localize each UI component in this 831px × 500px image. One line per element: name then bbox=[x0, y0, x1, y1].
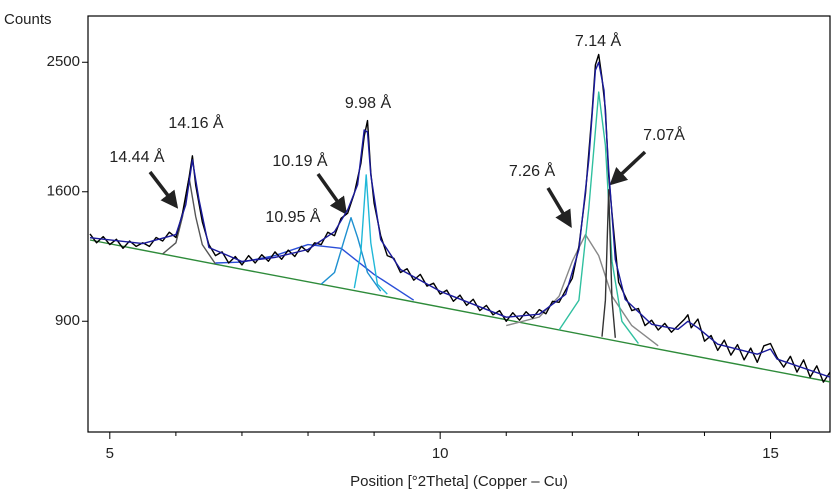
arrow bbox=[316, 172, 348, 215]
plot-frame bbox=[87, 15, 831, 433]
series-line bbox=[162, 177, 217, 265]
series-line bbox=[89, 53, 830, 383]
x-tick-label: 15 bbox=[762, 445, 779, 462]
peak-annotation: 7.14 Å bbox=[575, 31, 622, 50]
series-line bbox=[506, 233, 659, 347]
series-line bbox=[558, 91, 639, 344]
x-tick-label: 10 bbox=[432, 445, 449, 462]
peak-annotation: 7.26 Å bbox=[509, 161, 556, 180]
peak-annotation: 14.44 Å bbox=[109, 147, 164, 166]
peak-annotation: 14.16 Å bbox=[168, 113, 223, 132]
y-axis-title: Counts bbox=[4, 11, 52, 28]
peak-annotation: 10.19 Å bbox=[272, 151, 327, 170]
series-line bbox=[601, 189, 616, 338]
series-line bbox=[353, 174, 388, 295]
series-line bbox=[89, 239, 830, 383]
annotation-arrows bbox=[148, 150, 647, 229]
peak-annotation: 10.95 Å bbox=[265, 207, 320, 226]
series-group bbox=[89, 53, 830, 383]
peak-annotation: 7.07Å bbox=[643, 125, 685, 144]
peak-annotation: 9.98 Å bbox=[345, 93, 392, 112]
y-tick-label: 1600 bbox=[47, 183, 80, 200]
y-tick-label: 2500 bbox=[47, 53, 80, 70]
arrow bbox=[546, 187, 572, 229]
series-line bbox=[215, 243, 415, 301]
arrow bbox=[148, 170, 179, 209]
series-line bbox=[320, 217, 382, 292]
x-axis-title: Position [°2Theta] (Copper – Cu) bbox=[350, 473, 568, 490]
arrow bbox=[609, 150, 647, 186]
x-tick-label: 5 bbox=[106, 445, 114, 462]
y-tick-label: 900 bbox=[55, 312, 80, 329]
series-line bbox=[89, 61, 830, 378]
